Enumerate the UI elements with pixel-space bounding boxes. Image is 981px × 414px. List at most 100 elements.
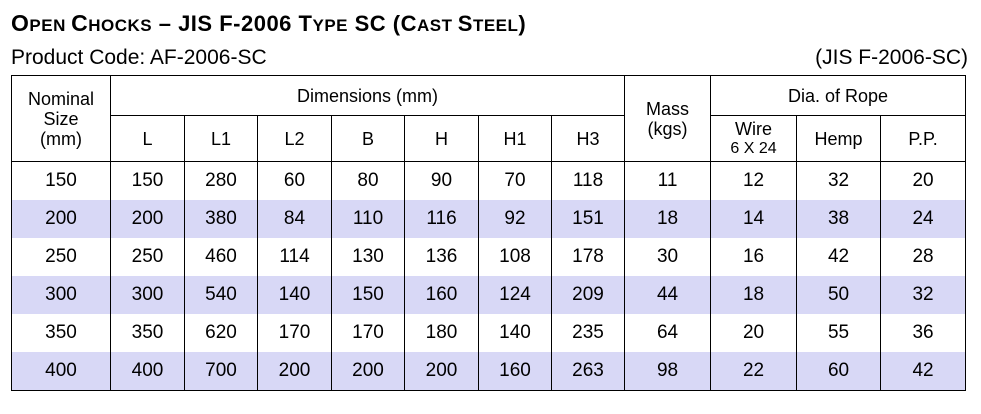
table-cell: 178 <box>550 238 626 276</box>
header-text: Wire <box>735 118 773 139</box>
table-cell: 108 <box>478 238 552 276</box>
title-part: ) <box>518 11 527 36</box>
header-text: 6 X 24 <box>730 139 777 157</box>
table-cell: 50 <box>796 276 882 314</box>
header-text: (kgs) <box>647 118 688 139</box>
dim-header-b: B <box>331 115 405 162</box>
table-cell: 18 <box>624 200 712 238</box>
title-part: T <box>298 11 313 36</box>
table-cell: 620 <box>184 314 258 352</box>
table-cell: 200 <box>331 352 405 391</box>
table-cell: 20 <box>880 161 967 200</box>
table-cell: 460 <box>184 238 258 276</box>
title-part: TEEL <box>472 16 519 35</box>
table-cell: 30 <box>624 238 712 276</box>
table-cell: 98 <box>624 352 712 391</box>
table-cell: 12 <box>710 161 798 200</box>
table-row: 200 200 380 84 110 116 92 151 18 14 38 2… <box>11 200 967 238</box>
table-cell: 160 <box>404 276 479 314</box>
table-cell: 130 <box>331 238 405 276</box>
dim-header-h1: H1 <box>478 115 552 162</box>
product-code: Product Code: AF-2006-SC <box>11 46 267 69</box>
dim-header-h: H <box>404 115 479 162</box>
title-part: AST <box>417 16 458 35</box>
table-row: 250 250 460 114 130 136 108 178 30 16 42… <box>11 238 967 276</box>
table-row: 150 150 280 60 80 90 70 118 11 12 32 20 <box>11 161 967 200</box>
table-cell: 209 <box>550 276 626 314</box>
table-cell: 124 <box>478 276 552 314</box>
header-text: Nominal <box>27 88 95 109</box>
table-cell: 151 <box>550 200 626 238</box>
table-cell: 110 <box>331 200 405 238</box>
table-cell: 140 <box>257 276 332 314</box>
table-cell: 22 <box>710 352 798 391</box>
title-part: O <box>11 10 30 36</box>
table-row: 400 400 700 200 200 200 160 263 98 22 60… <box>11 352 967 391</box>
table-cell: 136 <box>404 238 479 276</box>
table-cell: 350 <box>110 314 185 352</box>
table-cell: 280 <box>184 161 258 200</box>
title-part: YPE <box>312 16 349 35</box>
table-cell: 200 <box>404 352 479 391</box>
table-cell: 380 <box>184 200 258 238</box>
table-cell: 150 <box>331 276 405 314</box>
table-cell: 55 <box>796 314 882 352</box>
table-cell: 350 <box>11 314 111 352</box>
table-cell: 20 <box>710 314 798 352</box>
dimensions-header: Dimensions (mm) <box>109 75 626 116</box>
dim-header-l1: L1 <box>184 115 258 162</box>
table-cell: 90 <box>404 161 479 200</box>
table-cell: 92 <box>478 200 552 238</box>
title-part: – JIS F-2006 <box>152 11 299 36</box>
spec-table: Nominal Size (mm) Dimensions (mm) Mass (… <box>11 75 967 391</box>
standard-label: (JIS F-2006-SC) <box>815 46 968 69</box>
table-cell: 400 <box>11 352 111 391</box>
table-cell: 150 <box>110 161 185 200</box>
table-cell: 170 <box>331 314 405 352</box>
header-text: Size <box>43 108 79 129</box>
title-part: S <box>457 11 473 36</box>
table-cell: 114 <box>257 238 332 276</box>
rope-header: Dia. of Rope <box>710 75 967 116</box>
table-cell: 42 <box>796 238 882 276</box>
table-row: 350 350 620 170 170 180 140 235 64 20 55… <box>11 314 967 352</box>
table-cell: 140 <box>478 314 552 352</box>
table-cell: 200 <box>11 200 111 238</box>
table-cell: 32 <box>796 161 882 200</box>
dim-header-l2: L2 <box>257 115 332 162</box>
wire-header: Wire 6 X 24 <box>710 115 798 162</box>
table-cell: 160 <box>478 352 552 391</box>
table-cell: 235 <box>550 314 626 352</box>
table-cell: 180 <box>404 314 479 352</box>
table-cell: 540 <box>184 276 258 314</box>
table-cell: 44 <box>624 276 712 314</box>
page-title: OPEN CHOCKS – JIS F-2006 TYPE SC (CAST S… <box>11 10 526 37</box>
table-cell: 60 <box>257 161 332 200</box>
table-cell: 38 <box>796 200 882 238</box>
table-cell: 18 <box>710 276 798 314</box>
table-cell: 32 <box>880 276 967 314</box>
table-cell: 400 <box>110 352 185 391</box>
title-part: PEN <box>29 16 72 35</box>
table-cell: 263 <box>550 352 626 391</box>
table-cell: 300 <box>11 276 111 314</box>
table-cell: 300 <box>110 276 185 314</box>
table-cell: 84 <box>257 200 332 238</box>
table-cell: 16 <box>710 238 798 276</box>
table-cell: 116 <box>404 200 479 238</box>
hemp-header: Hemp <box>796 115 882 162</box>
header-text: (mm) <box>40 128 82 149</box>
mass-header: Mass (kgs) <box>624 75 712 162</box>
title-part: SC ( <box>348 11 401 36</box>
table-cell: 700 <box>184 352 258 391</box>
table-row: 300 300 540 140 150 160 124 209 44 18 50… <box>11 276 967 314</box>
pp-header: P.P. <box>880 115 967 162</box>
table-cell: 250 <box>110 238 185 276</box>
table-cell: 70 <box>478 161 552 200</box>
title-part: HOCKS <box>88 16 153 35</box>
table-cell: 36 <box>880 314 967 352</box>
table-cell: 250 <box>11 238 111 276</box>
title-part: C <box>400 11 418 36</box>
table-cell: 28 <box>880 238 967 276</box>
table-cell: 118 <box>550 161 626 200</box>
